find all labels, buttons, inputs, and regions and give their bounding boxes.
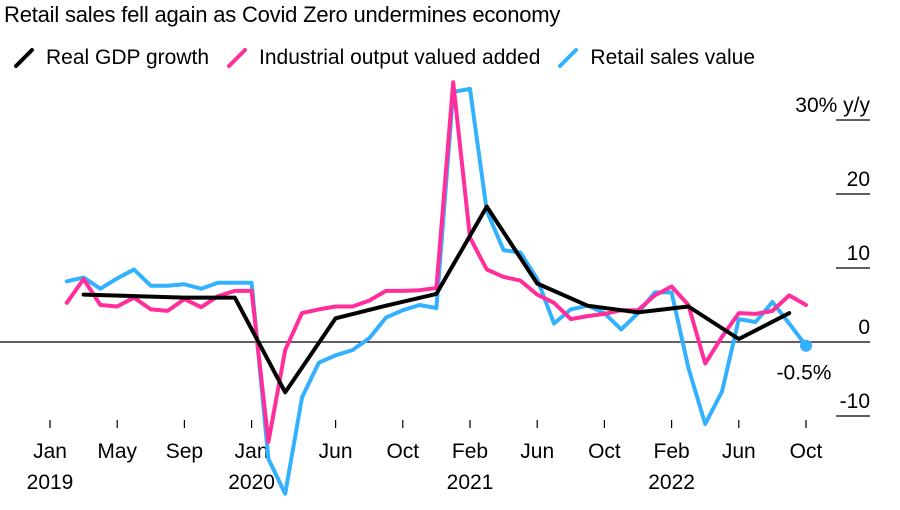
retail-end-point	[800, 339, 812, 352]
y-tick-label-2: 10	[847, 242, 870, 265]
x-tick-label-2: Sep	[166, 440, 203, 463]
y-tick-label-4: 30% y/y	[795, 94, 870, 117]
x-tick-label-3: Jan	[235, 440, 269, 463]
x-tick-label-5: Oct	[386, 440, 419, 463]
x-tick-label-6: Feb	[452, 440, 488, 463]
x-tick-label-7: Jun	[520, 440, 554, 463]
x-tick-label-11: Oct	[790, 440, 823, 463]
x-tick-label-1: May	[97, 440, 137, 463]
legend-label-retail: Retail sales value	[590, 46, 756, 69]
x-tick-label-10: Jun	[722, 440, 756, 463]
x-tick-label-4: Jun	[319, 440, 353, 463]
chart-title: Retail sales fell again as Covid Zero un…	[4, 2, 561, 27]
legend: Real GDP growth Industrial output valued…	[14, 46, 773, 70]
x-year-label-1: 2020	[228, 471, 275, 494]
series-line-retail	[64, 86, 808, 496]
legend-swatch-gdp	[14, 48, 34, 68]
annotation-label: -0.5%	[777, 362, 832, 385]
series-line-gdp	[81, 204, 792, 395]
x-tick-label-0: Jan	[33, 440, 67, 463]
legend-item-gdp: Real GDP growth	[14, 46, 209, 70]
series-line-industrial	[64, 80, 808, 444]
legend-label-gdp: Real GDP growth	[46, 46, 210, 69]
legend-label-industrial: Industrial output valued added	[259, 46, 541, 69]
x-year-label-0: 2019	[27, 471, 74, 494]
x-year-label-3: 2022	[648, 471, 695, 494]
x-tick-label-9: Feb	[654, 440, 690, 463]
y-tick-label-0: -10	[840, 390, 870, 413]
x-year-label-2: 2021	[447, 471, 494, 494]
legend-swatch-retail	[558, 48, 579, 68]
y-tick-label-1: 0	[858, 316, 870, 339]
legend-item-retail: Retail sales value	[558, 46, 755, 70]
legend-item-industrial: Industrial output valued added	[227, 46, 540, 70]
x-tick-label-8: Oct	[588, 440, 621, 463]
y-tick-label-3: 20	[847, 168, 870, 191]
legend-swatch-industrial	[227, 48, 248, 68]
